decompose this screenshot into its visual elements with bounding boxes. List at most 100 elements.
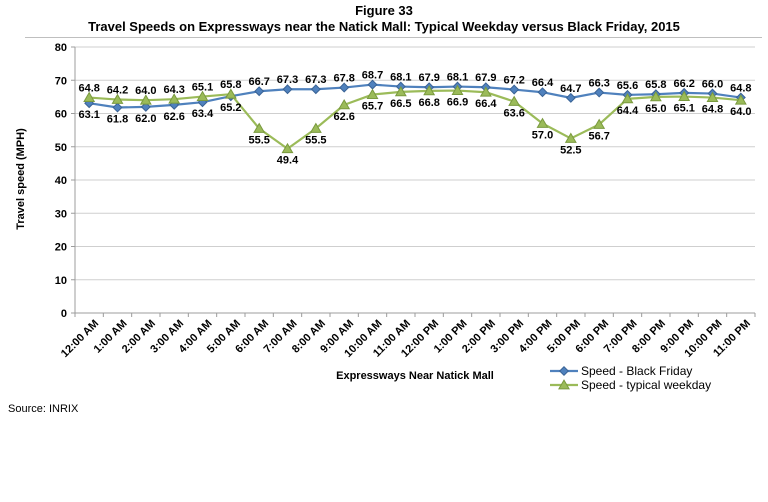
data-point-label: 65.6 <box>617 80 638 92</box>
data-point-marker-speed-typical-weekday <box>451 84 464 95</box>
y-tick-label: 10 <box>55 275 67 287</box>
data-point-label: 65.2 <box>220 102 241 114</box>
data-point-label: 66.7 <box>248 76 269 88</box>
data-point-label: 68.7 <box>362 70 383 82</box>
data-point-label: 64.8 <box>78 83 99 95</box>
data-point-marker-speed-typical-weekday <box>649 90 662 102</box>
data-point-label: 61.8 <box>107 114 128 126</box>
y-tick-label: 50 <box>55 142 67 154</box>
y-axis-title: Travel speed (MPH) <box>15 128 27 230</box>
data-point-label: 66.4 <box>532 77 554 89</box>
data-point-label: 67.3 <box>305 74 326 86</box>
data-point-marker-speed-typical-weekday <box>423 84 436 96</box>
data-point-label: 62.6 <box>333 111 354 123</box>
data-point-label: 67.9 <box>418 72 439 84</box>
data-point-label: 65.8 <box>220 79 241 91</box>
data-point-marker-speed-typical-weekday <box>536 117 549 128</box>
data-point-label: 62.6 <box>163 111 184 123</box>
data-point-marker-speed-typical-weekday <box>224 88 237 99</box>
series-line-speed-black-friday <box>89 83 741 109</box>
data-point-marker-speed-black-friday <box>565 92 576 103</box>
data-point-label: 63.6 <box>503 108 524 120</box>
data-point-label: 57.0 <box>532 129 553 141</box>
data-point-label: 64.0 <box>135 85 156 97</box>
y-tick-label: 40 <box>55 175 67 187</box>
data-point-marker-speed-typical-weekday <box>281 142 294 154</box>
data-point-label: 66.8 <box>418 97 439 109</box>
data-point-marker-speed-typical-weekday <box>366 88 379 99</box>
data-point-marker-speed-typical-weekday <box>168 93 181 104</box>
data-point-label: 68.1 <box>390 72 411 84</box>
data-point-marker-speed-typical-weekday <box>139 94 152 105</box>
data-point-marker-speed-typical-weekday <box>196 90 209 101</box>
data-point-marker-speed-typical-weekday <box>593 118 606 129</box>
data-point-marker-speed-black-friday <box>112 102 123 113</box>
data-point-label: 63.1 <box>78 109 99 121</box>
data-point-marker-speed-black-friday <box>537 87 548 98</box>
data-point-label: 64.8 <box>702 104 723 116</box>
y-tick-label: 70 <box>55 75 67 87</box>
data-point-label: 64.2 <box>107 85 128 97</box>
data-point-label: 64.4 <box>617 105 639 117</box>
y-tick-label: 20 <box>55 242 67 254</box>
data-point-marker-speed-black-friday <box>310 84 321 95</box>
data-point-marker-speed-typical-weekday <box>253 122 266 133</box>
y-tick-label: 0 <box>61 308 67 320</box>
data-point-label: 66.4 <box>475 98 497 110</box>
data-point-marker-speed-typical-weekday <box>309 122 322 133</box>
data-point-label: 65.8 <box>645 79 666 91</box>
data-point-marker-speed-typical-weekday <box>706 91 719 102</box>
y-tick-label: 60 <box>55 109 67 121</box>
source-note: Source: INRIX <box>8 403 79 415</box>
data-point-marker-speed-black-friday <box>594 87 605 98</box>
legend-diamond-icon <box>558 365 570 377</box>
data-point-marker-speed-black-friday <box>140 101 151 112</box>
data-point-label: 65.7 <box>362 101 383 113</box>
data-point-label: 66.2 <box>673 78 694 90</box>
data-point-label: 65.1 <box>192 82 213 94</box>
data-point-label: 67.2 <box>503 75 524 87</box>
data-point-label: 55.5 <box>248 134 269 146</box>
data-point-marker-speed-typical-weekday <box>621 92 634 104</box>
data-point-label: 64.8 <box>730 83 751 95</box>
legend-item-speed-typical-weekday: Speed - typical weekday <box>550 378 711 392</box>
data-point-label: 66.3 <box>588 78 609 90</box>
data-point-marker-speed-typical-weekday <box>564 132 577 143</box>
x-axis-title: Expressways Near Natick Mall <box>336 370 494 382</box>
data-point-marker-speed-typical-weekday <box>394 85 407 97</box>
data-point-label: 66.5 <box>390 98 411 110</box>
legend-label-speed-black-friday: Speed - Black Friday <box>581 364 692 378</box>
chart-title: Travel Speeds on Expressways near the Na… <box>88 19 680 34</box>
data-point-marker-speed-black-friday <box>282 84 293 95</box>
data-point-label: 49.4 <box>277 155 299 167</box>
data-point-label: 65.1 <box>673 103 694 115</box>
data-point-label: 52.5 <box>560 144 581 156</box>
title-divider <box>25 37 762 38</box>
data-point-marker-speed-typical-weekday <box>83 91 96 102</box>
data-point-label: 67.9 <box>475 72 496 84</box>
data-point-label: 65.0 <box>645 103 666 115</box>
series-line-speed-typical-weekday <box>89 89 741 150</box>
y-tick-label: 80 <box>55 42 67 54</box>
data-point-marker-speed-typical-weekday <box>338 98 351 110</box>
x-tick-label: 12:00 AM <box>59 318 101 360</box>
legend-label-speed-typical-weekday: Speed - typical weekday <box>581 378 711 392</box>
figure-number: Figure 33 <box>355 3 413 18</box>
legend-triangle-icon <box>558 379 570 390</box>
data-point-label: 66.0 <box>702 79 723 91</box>
data-point-label: 66.9 <box>447 97 468 109</box>
data-point-label: 63.4 <box>192 108 214 120</box>
y-tick-label: 30 <box>55 208 67 220</box>
data-point-marker-speed-typical-weekday <box>734 94 747 105</box>
data-point-marker-speed-typical-weekday <box>111 93 124 104</box>
data-point-label: 64.0 <box>730 106 751 118</box>
data-point-label: 55.5 <box>305 134 326 146</box>
series-markers-speed-typical-weekday <box>83 84 747 154</box>
data-point-label: 62.0 <box>135 113 156 125</box>
data-point-marker-speed-typical-weekday <box>508 95 521 106</box>
data-point-label: 56.7 <box>588 130 609 142</box>
legend-item-speed-black-friday: Speed - Black Friday <box>550 364 692 378</box>
